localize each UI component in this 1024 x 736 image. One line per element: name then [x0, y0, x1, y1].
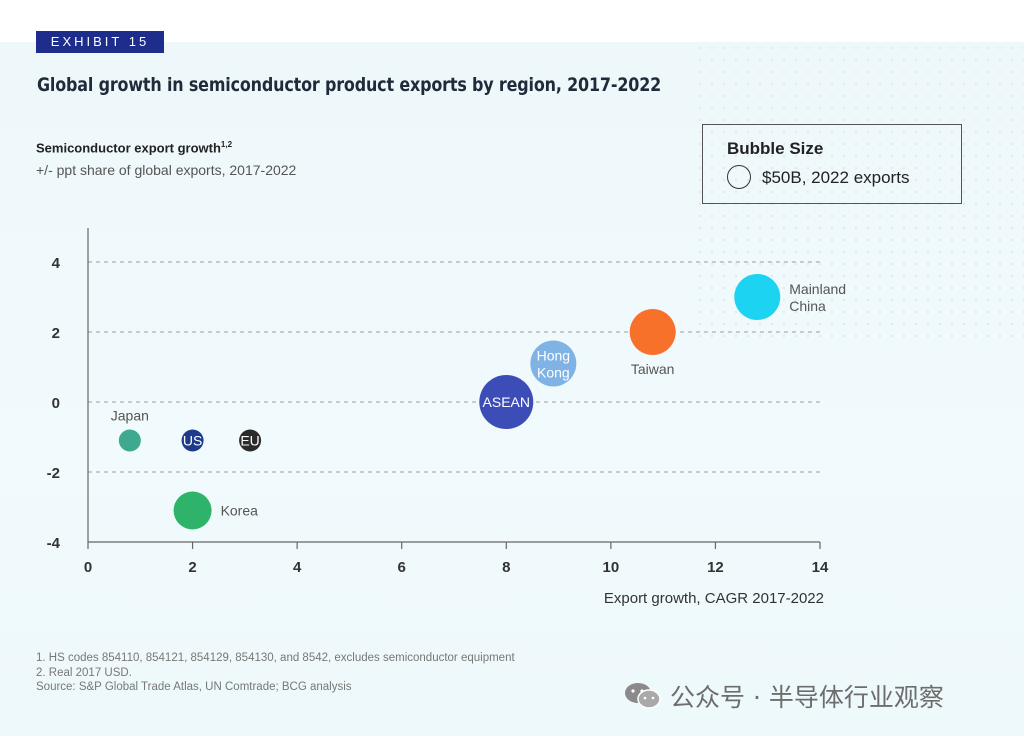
x-tick-label: 4: [293, 559, 302, 576]
page-title: Global growth in semiconductor product e…: [37, 74, 662, 96]
legend-label: $50B, 2022 exports: [762, 168, 910, 187]
x-tick-label: 8: [502, 559, 510, 576]
bubble-asean: [479, 375, 534, 429]
chart-subtitle: Semiconductor export growth1,2: [36, 140, 232, 155]
y-tick-label: -2: [47, 465, 60, 482]
bubble-eu: [239, 429, 262, 452]
x-tick-label: 0: [84, 559, 92, 576]
x-tick-label: 2: [188, 559, 196, 576]
x-tick-label: 10: [603, 559, 620, 576]
x-tick-label: 12: [707, 559, 724, 576]
y-tick-label: 4: [52, 255, 61, 272]
bubble-japan: [118, 429, 141, 452]
bubble-korea: [173, 491, 212, 530]
subtitle-footnote-ref: 1,2: [220, 140, 233, 149]
footnotes: 1. HS codes 854110, 854121, 854129, 8541…: [36, 651, 515, 695]
bubble-label-korea: Korea: [221, 503, 259, 519]
bubble-taiwan: [629, 309, 676, 355]
watermark-text: 公众号 · 半导体行业观察: [670, 683, 944, 712]
bubble-label-eu: EU: [240, 433, 259, 449]
bubble-hong-kong: [530, 340, 577, 387]
bubble-size-legend: Bubble Size $50B, 2022 exports: [702, 124, 962, 204]
exhibit-badge: EXHIBIT 15: [36, 31, 164, 53]
y-tick-label: 0: [52, 395, 60, 412]
y-tick-label: 2: [52, 325, 60, 342]
legend-bubble-icon: [727, 165, 751, 189]
bubble-label-us: US: [183, 433, 202, 449]
subtitle-main: Semiconductor export growth: [36, 140, 221, 156]
legend-title: Bubble Size: [727, 139, 824, 158]
bubble-label-mainland-china: Mainland China: [789, 281, 846, 314]
footnote-1: 1. HS codes 854110, 854121, 854129, 8541…: [36, 652, 515, 664]
bubble-label-hong-kong: Hong Kong: [537, 348, 570, 381]
bubble-label-asean: ASEAN: [483, 394, 530, 410]
chart-subtitle-secondary: +/- ppt share of global exports, 2017-20…: [36, 162, 297, 178]
bubble-label-japan: Japan: [111, 408, 149, 424]
x-tick-label: 6: [398, 559, 406, 576]
x-axis-title: Export growth, CAGR 2017-2022: [603, 590, 824, 607]
watermark: 公众号 · 半导体行业观察: [624, 678, 944, 714]
wechat-icon: [624, 682, 662, 710]
footnote-2: 2. Real 2017 USD.: [36, 666, 132, 679]
bubble-us: [181, 429, 204, 452]
bubble-label-taiwan: Taiwan: [631, 361, 675, 377]
footnote-source: Source: S&P Global Trade Atlas, UN Comtr…: [36, 681, 352, 693]
bubble-mainland-china: [734, 274, 781, 320]
y-tick-label: -4: [47, 535, 61, 552]
x-tick-label: 14: [812, 559, 829, 576]
